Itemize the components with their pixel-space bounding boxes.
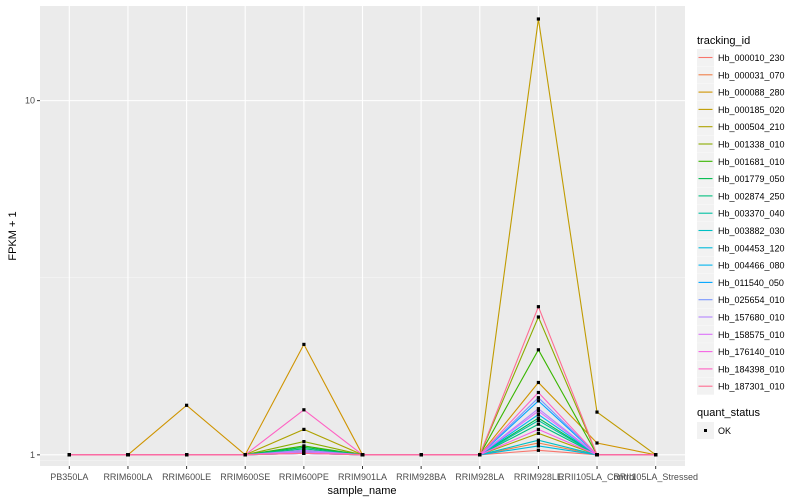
data-point bbox=[536, 438, 540, 442]
point-legend-label: OK bbox=[718, 426, 731, 436]
data-point bbox=[302, 440, 306, 444]
legend-item-label: Hb_003882_030 bbox=[718, 226, 785, 236]
legend-item-label: Hb_000185_020 bbox=[718, 105, 785, 115]
data-point bbox=[536, 380, 540, 385]
data-point bbox=[360, 453, 365, 457]
legend-item-label: Hb_001338_010 bbox=[718, 140, 785, 150]
data-point bbox=[536, 448, 540, 452]
x-tick-label: RRIM600PE bbox=[279, 472, 329, 482]
data-point bbox=[185, 453, 189, 457]
data-point bbox=[126, 453, 130, 457]
data-point bbox=[302, 408, 306, 412]
y-tick-label: 1 bbox=[30, 450, 35, 460]
legend-item-label: Hb_001681_010 bbox=[718, 157, 785, 167]
legend-item-label: Hb_004466_080 bbox=[718, 261, 785, 271]
x-tick-label: RRIM600LA bbox=[103, 472, 152, 482]
data-point bbox=[67, 453, 71, 457]
data-point bbox=[536, 427, 540, 431]
x-tick-label: RRIM600SE bbox=[220, 472, 270, 482]
y-axis: 1 10 bbox=[25, 96, 40, 460]
legend-item-label: Hb_002874_250 bbox=[718, 191, 785, 201]
legend-item-label: Hb_000031_070 bbox=[718, 70, 785, 80]
x-tick-label: RRIM600LE bbox=[162, 472, 211, 482]
x-tick-label: PB350LA bbox=[50, 472, 88, 482]
data-point bbox=[536, 444, 540, 448]
data-point bbox=[536, 399, 540, 403]
x-tick-label: RRIM928LA bbox=[455, 472, 504, 482]
data-point bbox=[536, 396, 540, 400]
data-point bbox=[595, 453, 599, 457]
data-point bbox=[536, 390, 540, 395]
data-point bbox=[302, 451, 306, 455]
data-point bbox=[536, 315, 540, 319]
data-point bbox=[302, 427, 306, 431]
data-point bbox=[536, 431, 540, 435]
legend-item-label: Hb_157680_010 bbox=[718, 313, 785, 323]
legend-item-label: Hb_184398_010 bbox=[718, 364, 785, 374]
data-point bbox=[536, 441, 540, 445]
y-tick-label: 10 bbox=[25, 96, 35, 106]
data-point bbox=[536, 305, 540, 309]
data-point bbox=[536, 412, 540, 417]
data-point bbox=[595, 441, 599, 445]
legend-item-label: Hb_003370_040 bbox=[718, 209, 785, 219]
data-point bbox=[654, 453, 658, 457]
data-point bbox=[536, 416, 540, 420]
data-point bbox=[595, 410, 599, 414]
legend-item-label: Hb_000088_280 bbox=[718, 88, 785, 98]
data-point bbox=[419, 453, 423, 457]
legend-item-label: Hb_004453_120 bbox=[718, 243, 785, 253]
point-legend-title: quant_status bbox=[697, 407, 760, 419]
data-point bbox=[243, 453, 247, 457]
point-legend-marker bbox=[704, 429, 707, 432]
x-axis-title: sample_name bbox=[327, 485, 396, 497]
legend-item-label: Hb_000010_230 bbox=[718, 53, 785, 63]
legend-item-label: Hb_001779_050 bbox=[718, 174, 785, 184]
data-points bbox=[67, 17, 658, 457]
data-point bbox=[302, 342, 306, 346]
x-tick-label: RRIM928BA bbox=[396, 472, 446, 482]
x-axis: PB350LA RRIM600LA RRIM600LE RRIM600SE RRIM60… bbox=[50, 466, 698, 482]
data-point bbox=[536, 348, 540, 352]
x-tick-label: RRIM928LE bbox=[514, 472, 563, 482]
legend-item-label: Hb_187301_010 bbox=[718, 382, 785, 392]
data-point bbox=[536, 17, 540, 21]
gridlines bbox=[40, 6, 685, 466]
x-tick-label: RRII105LA_Control bbox=[558, 472, 636, 482]
legend-title: tracking_id bbox=[697, 35, 750, 47]
x-tick-label: RRIM901LA bbox=[338, 472, 387, 482]
data-point bbox=[185, 403, 189, 407]
data-point bbox=[536, 407, 540, 411]
data-point bbox=[536, 422, 540, 426]
legend: Hb_000010_230 Hb_000031_070 Hb_000088_280 H… bbox=[697, 49, 785, 395]
legend-item-label: Hb_000504_210 bbox=[718, 122, 785, 132]
legend-item-label: Hb_025654_010 bbox=[718, 295, 785, 305]
legend-item-label: Hb_011540_050 bbox=[718, 278, 784, 288]
legend-item-label: Hb_158575_010 bbox=[718, 330, 785, 340]
x-tick-label: RRII105LA_Stressed bbox=[613, 472, 698, 482]
data-point bbox=[478, 453, 482, 457]
legend-item-label: Hb_176140_010 bbox=[718, 347, 785, 357]
data-point bbox=[536, 409, 540, 413]
y-axis-title: FPKM + 1 bbox=[7, 211, 19, 260]
data-point bbox=[536, 418, 540, 423]
